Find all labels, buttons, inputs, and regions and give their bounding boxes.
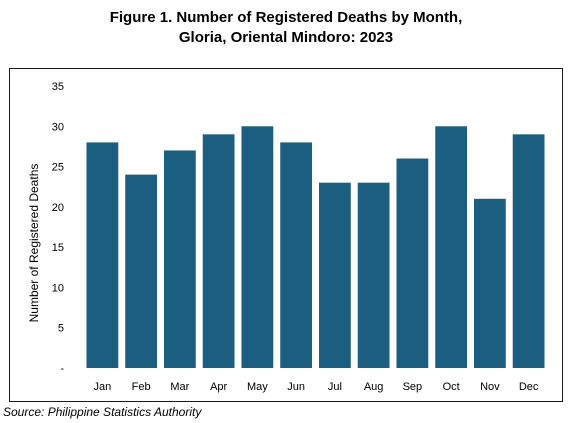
x-tick-label: Nov	[480, 381, 500, 393]
x-tick-label: Jan	[94, 381, 112, 393]
chart-title: Figure 1. Number of Registered Deaths by…	[0, 8, 572, 48]
x-tick-label: Sep	[403, 381, 423, 393]
y-tick-label: -	[60, 363, 64, 375]
bar-jun	[280, 142, 313, 368]
bar-mar	[163, 150, 196, 368]
y-tick-label: 35	[52, 81, 64, 93]
y-tick-label: 10	[52, 282, 64, 294]
chart-title-line-2: Gloria, Oriental Mindoro: 2023	[178, 29, 394, 46]
y-tick-label: 5	[58, 323, 64, 335]
y-tick-label: 15	[52, 242, 64, 254]
bar-aug	[357, 182, 390, 368]
x-axis-ticks: Jan Feb Mar Apr May Jun Jul Aug Sep Oct Nov Dec	[94, 381, 539, 393]
y-axis-ticks: - 5 10 15 20 25 30 35	[52, 81, 65, 375]
x-tick-label: Jun	[287, 381, 305, 393]
chart-title-line-1: Figure 1. Number of Registered Deaths by…	[109, 9, 463, 26]
y-tick-label: 30	[52, 121, 64, 133]
chart-frame	[9, 68, 563, 402]
y-axis-label: Number of Registered Deaths	[27, 164, 41, 323]
x-tick-label: Jul	[328, 381, 342, 393]
bar-jan	[86, 142, 119, 368]
x-tick-label: Apr	[210, 381, 227, 393]
source-note: Source: Philippine Statistics Authority	[3, 405, 202, 419]
bar-oct	[435, 126, 468, 369]
bar-may	[241, 126, 274, 369]
y-tick-label: 25	[52, 162, 64, 174]
bar-feb	[125, 174, 158, 368]
bars	[86, 126, 545, 369]
bar-jul	[318, 182, 351, 368]
bar-dec	[512, 134, 545, 368]
x-tick-label: Mar	[170, 381, 189, 393]
x-tick-label: Aug	[364, 381, 384, 393]
y-tick-label: 20	[52, 202, 64, 214]
x-tick-label: Oct	[443, 381, 460, 393]
x-tick-label: May	[247, 381, 268, 393]
x-tick-label: Feb	[132, 381, 151, 393]
bar-apr	[202, 134, 235, 368]
x-tick-label: Dec	[519, 381, 539, 393]
bar-nov	[473, 198, 506, 368]
bar-sep	[396, 158, 429, 368]
